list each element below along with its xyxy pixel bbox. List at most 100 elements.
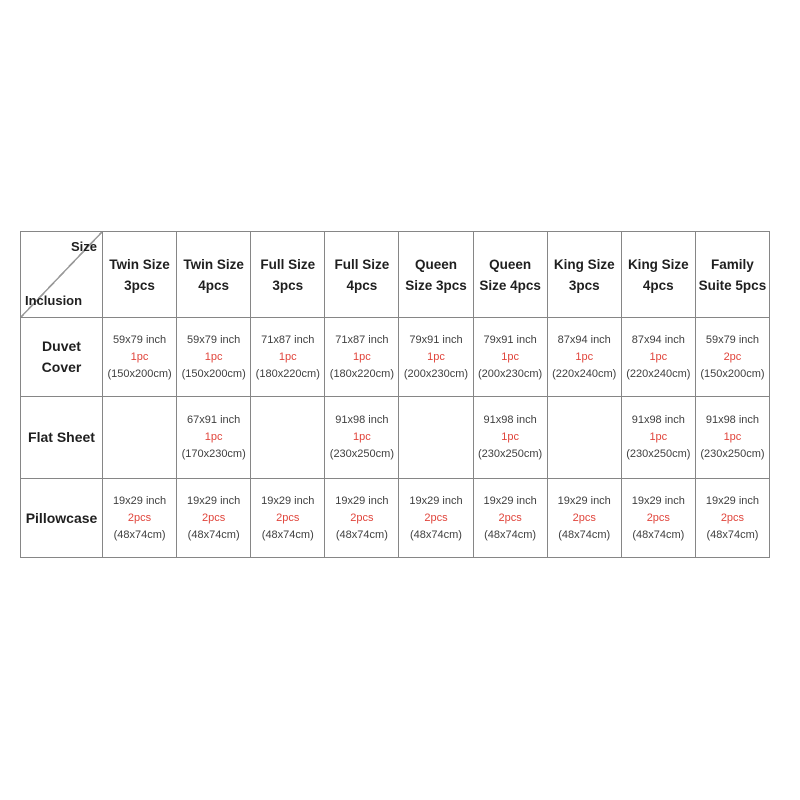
cm-dimension: (180x220cm) <box>329 367 394 380</box>
size-cell: 67x91 inch 1pc (170x230cm) <box>177 397 252 479</box>
inch-dimension: 19x29 inch <box>187 494 241 507</box>
piece-count: 1pc <box>649 431 668 443</box>
size-cell: 59x79 inch 1pc (150x200cm) <box>103 318 178 397</box>
cm-dimension: (48x74cm) <box>632 528 685 541</box>
inch-dimension: 91x98 inch <box>483 414 537 426</box>
size-cell: 91x98 inch 1pc (230x250cm) <box>695 397 770 479</box>
piece-count: 2pcs <box>424 511 448 524</box>
inch-dimension: 59x79 inch <box>187 333 241 346</box>
cm-dimension: (230x250cm) <box>700 448 765 460</box>
inch-dimension: 79x91 inch <box>483 333 537 346</box>
cm-dimension: (48x74cm) <box>113 528 166 541</box>
cm-dimension: (220x240cm) <box>552 367 617 380</box>
size-cell: 59x79 inch 1pc (150x200cm) <box>177 318 252 397</box>
column-header-full-3pcs: Full Size 3pcs <box>251 232 326 318</box>
row-label-flat-sheet: Flat Sheet <box>21 397 103 479</box>
inch-dimension: 87x94 inch <box>631 333 685 346</box>
inch-dimension: 19x29 inch <box>557 494 611 507</box>
piece-count: 1pc <box>501 431 519 443</box>
size-cell: 19x29 inch 2pcs (48x74cm) <box>621 479 696 558</box>
piece-count: 1pc <box>278 350 297 363</box>
cm-dimension: (170x230cm) <box>181 448 246 460</box>
inch-dimension: 59x79 inch <box>112 333 167 346</box>
inch-dimension: 91x98 inch <box>335 414 389 426</box>
inch-dimension: 91x98 inch <box>705 414 760 426</box>
cm-dimension: (48x74cm) <box>261 528 314 541</box>
piece-count: 2pcs <box>202 511 226 524</box>
piece-count: 2pcs <box>350 511 374 524</box>
piece-count: 1pc <box>427 350 445 363</box>
size-cell: 71x87 inch 1pc (180x220cm) <box>325 318 400 397</box>
cm-dimension: (48x74cm) <box>187 528 240 541</box>
cm-dimension: (180x220cm) <box>255 367 320 380</box>
inch-dimension: 19x29 inch <box>631 494 685 507</box>
cm-dimension: (48x74cm) <box>484 528 537 541</box>
size-cell-empty <box>399 397 474 479</box>
inch-dimension: 91x98 inch <box>631 414 685 426</box>
corner-inclusion-label: Inclusion <box>25 293 83 308</box>
piece-count: 2pcs <box>498 511 522 524</box>
inch-dimension: 87x94 inch <box>557 333 611 346</box>
inch-dimension: 19x29 inch <box>335 494 389 507</box>
inch-dimension: 71x87 inch <box>335 333 389 346</box>
column-header-twin-4pcs: Twin Size 4pcs <box>177 232 252 318</box>
cm-dimension: (150x200cm) <box>181 367 246 380</box>
cm-dimension: (230x250cm) <box>329 448 394 460</box>
inch-dimension: 67x91 inch <box>187 414 241 426</box>
cm-dimension: (150x200cm) <box>700 367 765 380</box>
piece-count: 2pcs <box>127 511 152 524</box>
size-cell: 79x91 inch 1pc (200x230cm) <box>473 318 548 397</box>
size-cell: 79x91 inch 1pc (200x230cm) <box>399 318 474 397</box>
cm-dimension: (230x250cm) <box>478 448 543 460</box>
column-header-king-3pcs: King Size 3pcs <box>547 232 622 318</box>
size-cell: 19x29 inch 2pcs (48x74cm) <box>177 479 252 558</box>
cm-dimension: (220x240cm) <box>626 367 691 380</box>
piece-count: 1pc <box>353 350 371 363</box>
corner-size-label: Size <box>70 239 97 254</box>
piece-count: 1pc <box>501 350 519 363</box>
size-cell: 19x29 inch 2pcs (48x74cm) <box>399 479 474 558</box>
size-cell: 19x29 inch 2pcs (48x74cm) <box>547 479 622 558</box>
piece-count: 2pc <box>723 350 742 363</box>
column-header-queen-3pcs: Queen Size 3pcs <box>399 232 474 318</box>
inch-dimension: 19x29 inch <box>261 494 315 507</box>
size-cell: 91x98 inch 1pc (230x250cm) <box>325 397 400 479</box>
cm-dimension: (200x230cm) <box>478 367 543 380</box>
piece-count: 1pc <box>353 431 371 443</box>
inch-dimension: 59x79 inch <box>705 333 760 346</box>
piece-count: 2pcs <box>572 511 596 524</box>
inch-dimension: 19x29 inch <box>112 494 167 507</box>
size-cell: 87x94 inch 1pc (220x240cm) <box>547 318 622 397</box>
piece-count: 2pcs <box>720 511 745 524</box>
inch-dimension: 19x29 inch <box>483 494 537 507</box>
column-header-queen-4pcs: Queen Size 4pcs <box>473 232 548 318</box>
size-cell: 59x79 inch 2pc (150x200cm) <box>695 318 770 397</box>
size-cell-empty <box>547 397 622 479</box>
column-header-full-4pcs: Full Size 4pcs <box>325 232 400 318</box>
inch-dimension: 19x29 inch <box>705 494 760 507</box>
size-cell: 87x94 inch 1pc (220x240cm) <box>621 318 696 397</box>
size-cell: 91x98 inch 1pc (230x250cm) <box>473 397 548 479</box>
column-header-king-4pcs: King Size 4pcs <box>621 232 696 318</box>
piece-count: 1pc <box>649 350 668 363</box>
column-header-twin-3pcs: Twin Size 3pcs <box>103 232 178 318</box>
piece-count: 1pc <box>723 431 742 443</box>
piece-count: 2pcs <box>646 511 670 524</box>
size-cell: 19x29 inch 2pcs (48x74cm) <box>325 479 400 558</box>
cm-dimension: (48x74cm) <box>335 528 388 541</box>
cm-dimension: (48x74cm) <box>558 528 611 541</box>
cm-dimension: (48x74cm) <box>410 528 462 541</box>
size-cell: 19x29 inch 2pcs (48x74cm) <box>473 479 548 558</box>
piece-count: 2pcs <box>276 511 300 524</box>
corner-cell: Size Inclusion <box>21 232 103 318</box>
piece-count: 1pc <box>204 350 223 363</box>
size-cell: 19x29 inch 2pcs (48x74cm) <box>695 479 770 558</box>
column-header-family-5pcs: Family Suite 5pcs <box>695 232 770 318</box>
cm-dimension: (150x200cm) <box>107 367 172 380</box>
size-cell: 19x29 inch 2pcs (48x74cm) <box>103 479 178 558</box>
inch-dimension: 79x91 inch <box>409 333 463 346</box>
piece-count: 1pc <box>204 431 223 443</box>
piece-count: 1pc <box>130 350 149 363</box>
piece-count: 1pc <box>575 350 594 363</box>
